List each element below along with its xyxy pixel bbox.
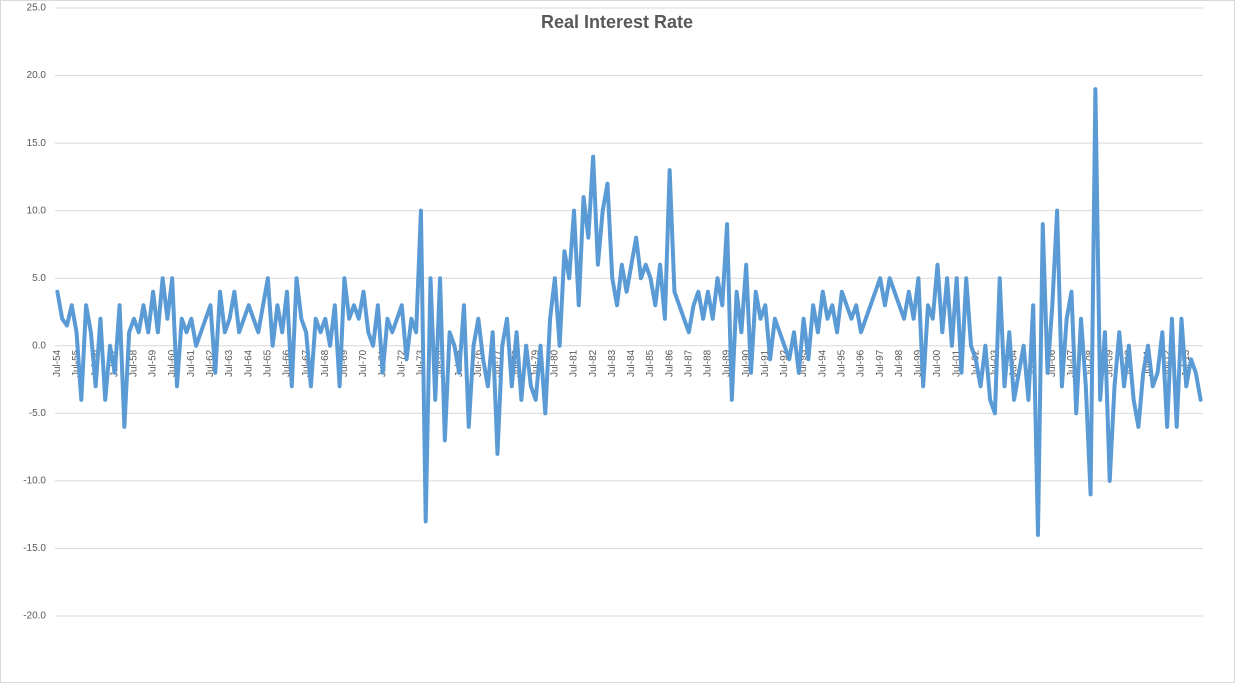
x-tick-label: Jul-83 [607, 349, 618, 377]
x-tick-label: Jul-96 [856, 349, 867, 377]
x-tick-label: Jul-64 [243, 349, 254, 377]
x-tick-label: Jul-79 [530, 349, 541, 377]
x-tick-label: Jul-98 [894, 349, 905, 377]
chart-title: Real Interest Rate [541, 12, 693, 32]
x-tick-label: Jul-80 [549, 349, 560, 377]
x-tick-label: Jul-69 [339, 349, 350, 377]
x-tick-label: Jul-89 [722, 349, 733, 377]
y-tick-label: 5.0 [32, 273, 46, 284]
x-tick-label: Jul-62 [205, 349, 216, 377]
y-tick-label: 15.0 [27, 138, 47, 149]
x-tick-label: Jul-01 [951, 349, 962, 377]
x-tick-label: Jul-74 [435, 349, 446, 377]
x-tick-label: Jul-95 [836, 349, 847, 377]
y-tick-label: 25.0 [27, 3, 47, 14]
y-tick-label: -5.0 [29, 408, 47, 419]
y-tick-label: -20.0 [23, 611, 46, 622]
x-tick-label: Jul-90 [741, 349, 752, 377]
x-tick-label: Jul-65 [262, 349, 273, 377]
x-tick-label: Jul-67 [301, 349, 312, 377]
x-tick-label: Jul-84 [626, 349, 637, 377]
x-tick-label: Jul-66 [282, 349, 293, 377]
x-tick-label: Jul-86 [664, 349, 675, 377]
x-tick-label: Jul-06 [1047, 349, 1058, 377]
y-tick-label: -15.0 [23, 543, 46, 554]
x-tick-label: Jul-58 [129, 349, 140, 377]
x-tick-label: Jul-59 [148, 349, 159, 377]
x-tick-label: Jul-77 [492, 349, 503, 377]
x-tick-label: Jul-61 [186, 349, 197, 377]
x-tick-label: Jul-91 [760, 349, 771, 377]
y-tick-label: 20.0 [27, 70, 47, 81]
x-tick-label: Jul-09 [1104, 349, 1115, 377]
x-tick-label: Jul-93 [798, 349, 809, 377]
x-tick-label: Jul-97 [875, 349, 886, 377]
x-tick-label: Jul-88 [703, 349, 714, 377]
x-tick-label: Jul-12 [1162, 349, 1173, 377]
x-tick-label: Jul-85 [645, 349, 656, 377]
x-tick-label: Jul-54 [52, 349, 63, 377]
x-tick-label: Jul-81 [569, 349, 580, 377]
x-tick-label: Jul-04 [1009, 349, 1020, 377]
x-tick-label: Jul-92 [779, 349, 790, 377]
x-tick-label: Jul-94 [817, 349, 828, 377]
x-tick-label: Jul-76 [473, 349, 484, 377]
x-tick-label: Jul-78 [511, 349, 522, 377]
x-tick-label: Jul-07 [1066, 349, 1077, 377]
y-tick-label: 0.0 [32, 340, 46, 351]
y-tick-label: -10.0 [23, 476, 46, 487]
x-tick-label: Jul-87 [683, 349, 694, 377]
x-tick-label: Jul-82 [588, 349, 599, 377]
x-tick-label: Jul-63 [224, 349, 235, 377]
x-tick-label: Jul-68 [320, 349, 331, 377]
x-tick-label: Jul-99 [913, 349, 924, 377]
x-tick-label: Jul-72 [396, 349, 407, 377]
x-tick-label: Jul-70 [358, 349, 369, 377]
data-line [55, 87, 1203, 537]
x-tick-label: Jul-73 [416, 349, 427, 377]
y-tick-label: 10.0 [27, 205, 47, 216]
x-tick-label: Jul-00 [932, 349, 943, 377]
x-tick-label: Jul-55 [71, 349, 82, 377]
x-tick-label: Jul-60 [167, 349, 178, 377]
